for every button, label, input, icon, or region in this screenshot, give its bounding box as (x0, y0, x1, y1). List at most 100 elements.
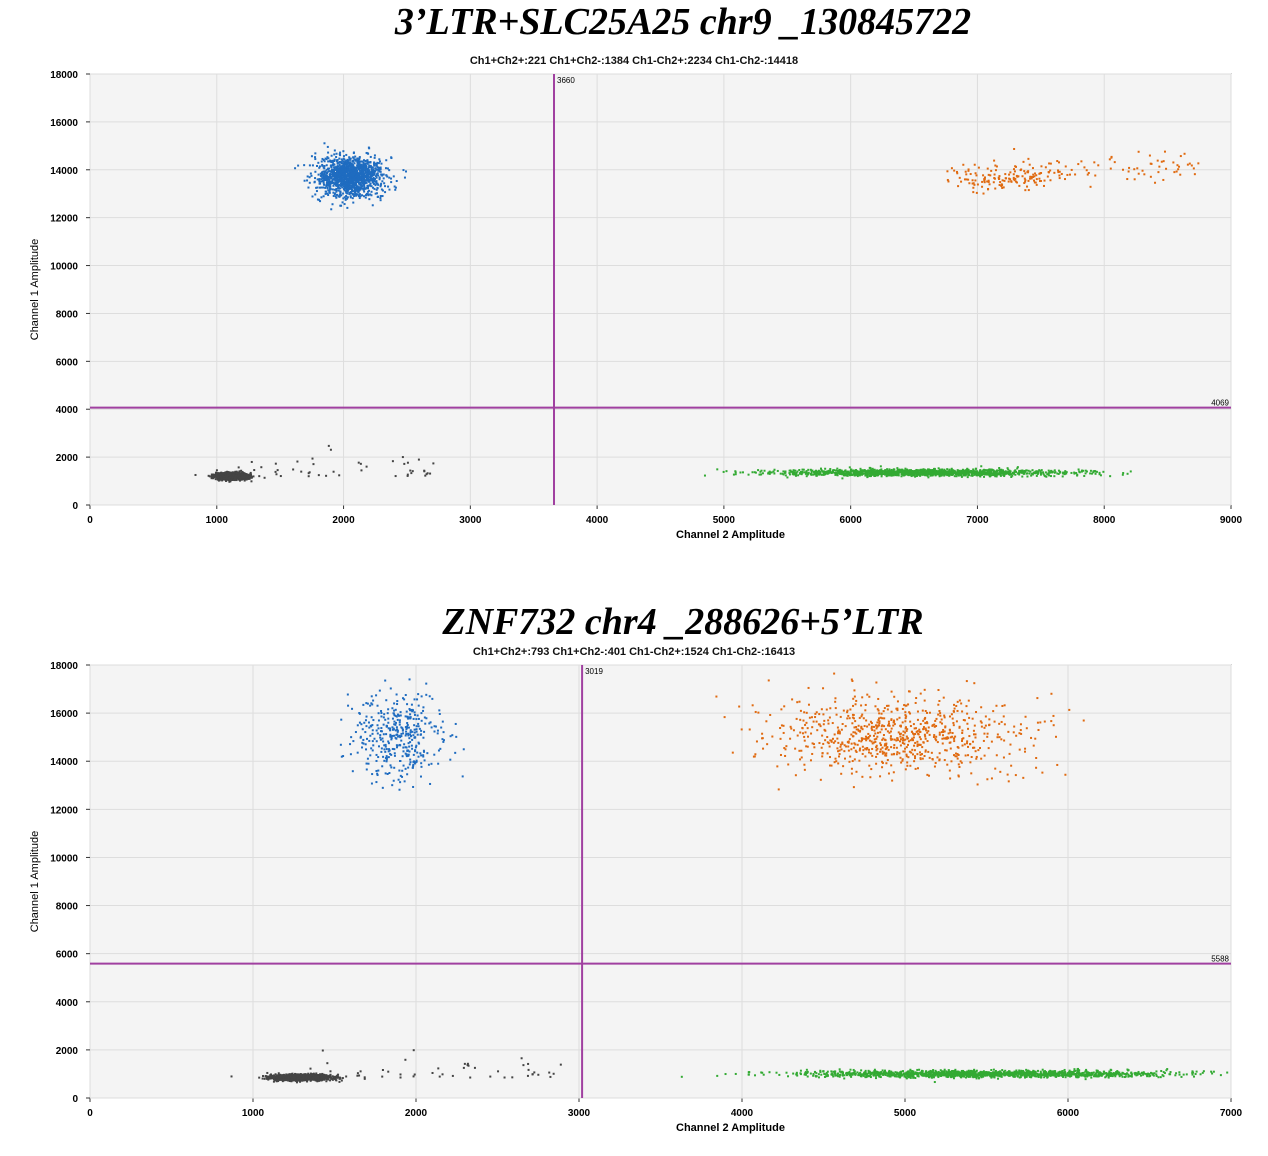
droplet-point-ch1-ch2- (364, 170, 367, 173)
droplet-point-ch1-ch2- (346, 174, 349, 177)
droplet-point-ch1-ch2- (367, 146, 370, 149)
droplet-point-ch1-ch2- (351, 181, 354, 184)
droplet-point-ch1-ch2- (998, 184, 1001, 187)
droplet-point-ch1-ch2- (324, 175, 327, 178)
droplet-point-ch1-ch2- (1188, 162, 1191, 165)
droplet-point-ch1-ch2- (1008, 177, 1011, 180)
droplet-point-ch1-ch2- (957, 185, 960, 188)
droplet-point-ch1-ch2- (377, 169, 380, 172)
droplet-point-ch1-ch2- (866, 725, 869, 728)
droplet-point-ch1-ch2- (1176, 164, 1179, 167)
droplet-point-ch1-ch2- (321, 157, 324, 160)
droplet-point-ch1-ch2- (1023, 177, 1026, 180)
droplet-point-ch1-ch2- (1077, 163, 1080, 166)
droplet-point-ch1-ch2- (879, 775, 882, 778)
droplet-point-ch1-ch2- (310, 155, 313, 158)
droplet-point-ch1-ch2- (375, 192, 378, 195)
droplet-point-ch1-ch2- (367, 166, 370, 169)
y-tick-label: 0 (72, 501, 78, 512)
droplet-point-ch1-ch2- (385, 159, 388, 162)
droplet-point-ch1-ch2- (352, 152, 355, 155)
droplet-point-ch1-ch2- (1000, 720, 1003, 723)
droplet-point-ch1-ch2- (379, 170, 382, 173)
droplet-point-ch1-ch2- (336, 193, 339, 196)
droplet-point-ch1-ch2- (1033, 175, 1036, 178)
droplet-point-ch1-ch2- (378, 166, 381, 169)
droplet-point-ch1-ch2- (343, 189, 346, 192)
droplet-point-ch1-ch2- (353, 173, 356, 176)
droplet-point-ch1-ch2- (359, 175, 362, 178)
droplet-point-ch1-ch2- (351, 163, 354, 166)
droplet-point-ch1-ch2- (346, 161, 349, 164)
y-tick-label: 18000 (50, 661, 78, 672)
droplet-point-ch1-ch2- (1080, 160, 1083, 163)
droplet-point-ch1-ch2- (374, 192, 377, 195)
droplet-point-ch1-ch2- (354, 168, 357, 171)
droplet-point-ch1-ch2- (338, 169, 341, 172)
droplet-point-ch1-ch2- (986, 472, 989, 475)
droplet-point-ch1-ch2- (333, 167, 336, 170)
droplet-point-ch1-ch2- (326, 178, 329, 181)
droplet-point-ch1-ch2- (320, 180, 323, 183)
droplet-point-ch1-ch2- (983, 732, 986, 735)
droplet-point-ch1-ch2- (361, 170, 364, 173)
droplet-point-ch1-ch2- (368, 198, 371, 201)
droplet-point-ch1-ch2- (972, 182, 975, 185)
droplet-point-ch1-ch2- (1030, 177, 1033, 180)
droplet-point-ch1-ch2- (981, 180, 984, 183)
droplet-point-ch1-ch2- (363, 185, 366, 188)
droplet-point-ch1-ch2- (338, 167, 341, 170)
droplet-point-ch1-ch2- (367, 179, 370, 182)
droplet-point-ch1-ch2- (998, 722, 1001, 725)
droplet-point-ch1-ch2- (911, 748, 914, 751)
x-tick-label: 6000 (840, 515, 863, 526)
droplet-point-ch1-ch2- (352, 173, 355, 176)
droplet-point-ch1-ch2- (961, 731, 964, 734)
droplet-point-ch1-ch2- (898, 716, 901, 719)
droplet-point-ch1-ch2- (936, 741, 939, 744)
droplet-point-ch1-ch2- (352, 180, 355, 183)
droplet-point-ch1-ch2- (1015, 174, 1018, 177)
droplet-point-ch1-ch2- (327, 180, 330, 183)
droplet-point-ch1-ch2- (803, 763, 806, 766)
droplet-point-ch1-ch2- (317, 161, 320, 164)
droplet-point-ch1-ch2- (357, 173, 360, 176)
droplet-point-ch1-ch2- (338, 163, 341, 166)
droplet-point-ch1-ch2- (379, 183, 382, 186)
droplet-point-ch1-ch2- (371, 204, 374, 207)
droplet-point-ch1-ch2- (369, 184, 372, 187)
droplet-point-ch1-ch2- (346, 163, 349, 166)
droplet-point-ch1-ch2- (402, 169, 405, 172)
droplet-point-ch1-ch2- (338, 172, 341, 175)
droplet-point-ch1-ch2- (1087, 171, 1090, 174)
droplet-point-ch1-ch2- (340, 166, 343, 169)
droplet-point-ch1-ch2- (327, 157, 330, 160)
x-tick-label: 3000 (459, 515, 482, 526)
y-tick-label: 14000 (50, 166, 78, 177)
droplet-point-ch1-ch2- (358, 157, 361, 160)
droplet-point-ch1-ch2- (342, 182, 345, 185)
droplet-point-ch1-ch2- (326, 184, 329, 187)
x-tick-label: 4000 (586, 515, 609, 526)
droplet-point-ch1-ch2- (986, 778, 989, 781)
x-tick-label: 7000 (1220, 1108, 1243, 1119)
droplet-point-ch1-ch2- (956, 745, 959, 748)
droplet-point-ch1-ch2- (965, 173, 968, 176)
droplet-point-ch1-ch2- (983, 181, 986, 184)
droplet-point-ch1-ch2- (357, 175, 360, 178)
droplet-point-ch1-ch2- (998, 175, 1001, 178)
droplet-point-ch1-ch2- (811, 752, 814, 755)
droplet-point-ch1-ch2- (1177, 168, 1180, 171)
droplet-point-ch1-ch2- (370, 194, 373, 197)
droplet-point-ch1-ch2- (326, 192, 329, 195)
droplet-point-ch1-ch2- (1012, 173, 1015, 176)
droplet-point-ch1-ch2- (341, 159, 344, 162)
droplet-point-ch1-ch2- (994, 164, 997, 167)
droplet-point-ch1-ch2- (351, 174, 354, 177)
droplet-point-ch1-ch2- (331, 178, 334, 181)
droplet-point-ch1-ch2- (1030, 175, 1033, 178)
droplet-point-ch1-ch2- (844, 725, 847, 728)
droplet-point-ch1-ch2- (1033, 181, 1036, 184)
y-tick-label: 16000 (50, 709, 78, 720)
droplet-point-ch1-ch2- (339, 194, 342, 197)
